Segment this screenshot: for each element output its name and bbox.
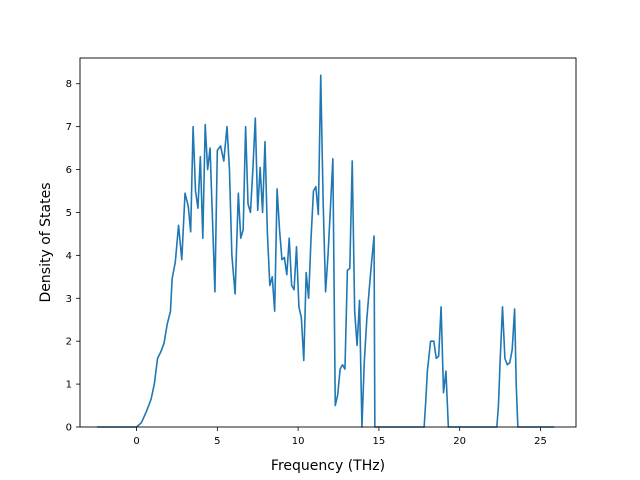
dos-series-line	[96, 74, 555, 428]
y-tick-label: 8	[66, 79, 72, 90]
y-axis-label: Density of States	[38, 183, 54, 303]
y-tick-label: 1	[66, 380, 72, 391]
x-tick-label: 10	[292, 436, 305, 447]
x-tick-label: 20	[453, 436, 466, 447]
y-axis-ticks: 0 1 2 3 4 5 6 7 8	[66, 79, 80, 434]
y-tick-label: 0	[66, 423, 72, 434]
y-tick-label: 3	[66, 294, 72, 305]
x-axis-ticks: 0 5 10 15 20 25	[133, 427, 547, 447]
y-tick-label: 2	[66, 337, 72, 348]
x-tick-label: 25	[534, 436, 547, 447]
x-tick-label: 0	[133, 436, 139, 447]
y-tick-label: 4	[66, 251, 72, 262]
plot-frame	[79, 57, 577, 428]
y-tick-label: 6	[66, 165, 72, 176]
x-axis-label: Frequency (THz)	[271, 458, 385, 474]
y-tick-label: 7	[66, 122, 72, 133]
x-tick-label: 15	[373, 436, 386, 447]
x-tick-label: 5	[214, 436, 220, 447]
y-tick-label: 5	[66, 208, 72, 219]
